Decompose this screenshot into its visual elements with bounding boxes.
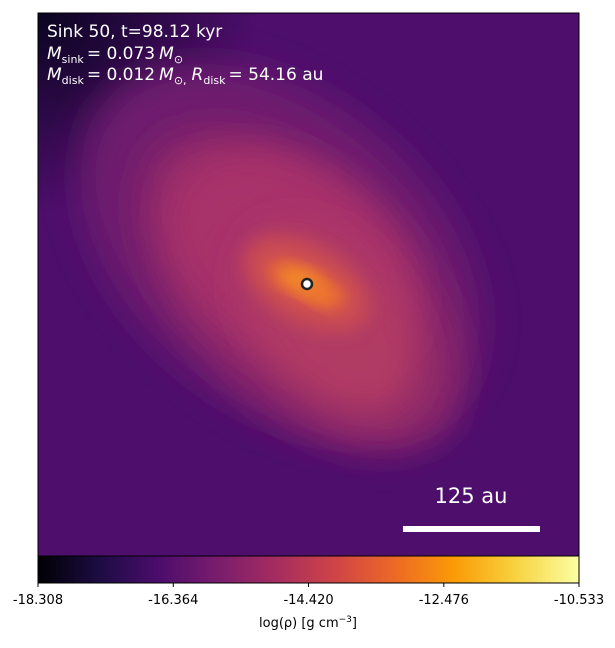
- colorbar-tick-label: -18.308: [13, 593, 63, 608]
- colorbar-tick-label: -10.533: [554, 593, 604, 608]
- colorbar-label: log(ρ) [g cm−3]: [259, 615, 357, 631]
- scale-bar-label: 125 au: [435, 484, 508, 508]
- sink-mass: Msink = 0.073 M⊙: [47, 44, 183, 66]
- disk-properties: Mdisk = 0.012 M⊙, Rdisk = 54.16 au: [47, 65, 323, 87]
- colorbar-tick-label: -16.364: [148, 593, 198, 608]
- colorbar: [37, 555, 580, 584]
- colorbar-tick-label: -12.476: [419, 593, 469, 608]
- title: Sink 50, t=98.12 kyr: [47, 22, 222, 42]
- sink-marker: [300, 277, 314, 291]
- colorbar-tick-label: -14.420: [283, 593, 333, 608]
- scale-bar: [403, 526, 540, 532]
- density-image: [38, 13, 579, 556]
